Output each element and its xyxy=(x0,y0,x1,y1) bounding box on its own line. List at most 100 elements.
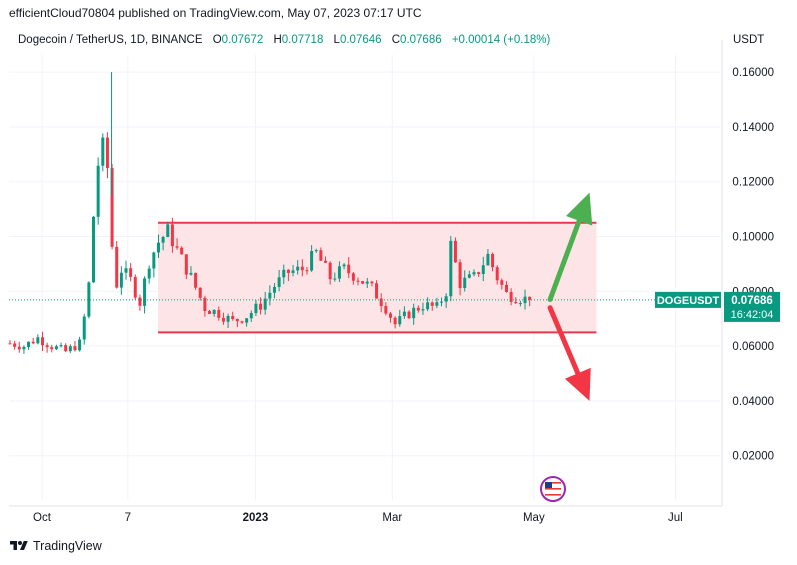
candle-body xyxy=(310,251,314,271)
candle-body xyxy=(161,237,165,243)
candle-body xyxy=(300,266,304,271)
candle-body xyxy=(64,345,68,352)
price-tick-label: 0.12000 xyxy=(732,177,774,189)
footer-brand-label: TradingView xyxy=(33,539,102,553)
candle-body xyxy=(324,260,328,263)
candle-body xyxy=(133,276,137,298)
candle-body xyxy=(203,297,207,312)
candle-body xyxy=(370,281,374,284)
currency-label[interactable]: USDT xyxy=(733,34,765,46)
time-tick-label: Jul xyxy=(668,512,683,524)
candle-body xyxy=(365,281,369,284)
low-value: 0.07646 xyxy=(339,34,382,46)
candle-body xyxy=(282,269,286,278)
candle-body xyxy=(82,316,86,340)
candle-body xyxy=(342,264,346,267)
candle-body xyxy=(87,282,91,317)
candle-body xyxy=(472,272,476,275)
candle-body xyxy=(40,337,44,346)
price-tag-price-bg xyxy=(724,291,780,322)
candle-body xyxy=(337,266,341,279)
candle-body xyxy=(314,250,318,252)
price-tick-label: 0.14000 xyxy=(732,122,774,134)
candle-body xyxy=(518,303,522,305)
candle-body xyxy=(467,274,471,278)
candle-body xyxy=(296,266,300,271)
candle-body xyxy=(458,262,462,288)
candle-body xyxy=(375,283,379,299)
symbol-legend: Dogecoin / TetherUS, 1D, BINANCE O0.0767… xyxy=(18,34,550,46)
candle-body xyxy=(194,272,198,288)
price-tick-label: 0.02000 xyxy=(732,451,774,463)
candle-body xyxy=(45,345,49,348)
candle-body xyxy=(156,242,160,253)
candle-body xyxy=(54,346,58,350)
candle-body xyxy=(180,247,184,255)
candle-body xyxy=(263,298,267,310)
chart-canvas[interactable]: 0.160000.140000.120000.100000.080000.060… xyxy=(0,27,797,532)
candle-body xyxy=(73,346,77,351)
candle-body xyxy=(379,298,383,307)
flag-stripe xyxy=(545,485,561,487)
candle-body xyxy=(444,296,448,302)
price-tag-symbol: DOGEUSDT xyxy=(657,295,720,307)
candle-body xyxy=(36,337,40,344)
candle-body xyxy=(138,297,142,306)
arrow-up-shaft xyxy=(547,218,582,303)
candle-body xyxy=(305,270,309,272)
candle-body xyxy=(198,287,202,298)
candle-body xyxy=(347,264,351,274)
flag-stripe xyxy=(545,491,561,493)
flag-stripe xyxy=(545,494,561,496)
candle-body xyxy=(17,346,21,350)
price-tag: DOGEUSDT 0.07686 16:42:04 xyxy=(655,291,780,322)
price-tick-label: 0.10000 xyxy=(732,232,774,244)
price-tick-label: 0.04000 xyxy=(732,396,774,408)
candle-body xyxy=(333,278,337,280)
candle-body xyxy=(435,302,439,306)
candle-body xyxy=(421,309,425,311)
candle-body xyxy=(226,315,230,322)
candle-body xyxy=(147,268,151,279)
high-value: 0.07718 xyxy=(281,34,324,46)
symbol-name: Dogecoin / TetherUS, 1D, BINANCE xyxy=(18,34,203,46)
candle-body xyxy=(212,309,216,314)
candle-body xyxy=(412,307,416,319)
candle-body xyxy=(259,303,263,310)
footer-brand[interactable]: TradingView xyxy=(9,539,102,553)
close-value: 0.07686 xyxy=(400,34,442,46)
price-axis[interactable]: 0.160000.140000.120000.100000.080000.060… xyxy=(721,40,774,506)
candle-body xyxy=(129,268,133,277)
candle-body xyxy=(268,292,272,299)
price-tag-price: 0.07686 xyxy=(731,295,773,307)
candle-body xyxy=(124,268,128,273)
range-box xyxy=(158,222,597,333)
candle-body xyxy=(388,313,392,318)
candle-body xyxy=(119,272,123,288)
flag-stripe xyxy=(545,482,561,484)
price-tick-label: 0.16000 xyxy=(732,67,774,79)
low-label: L xyxy=(333,34,340,46)
candle-body xyxy=(50,347,54,350)
candle-body xyxy=(481,265,485,274)
us-flag-icon[interactable] xyxy=(540,476,566,502)
candle-body xyxy=(96,165,100,217)
time-tick-label: 7 xyxy=(125,512,131,524)
candle-body xyxy=(277,277,281,287)
candle-body xyxy=(13,343,17,347)
candle-body xyxy=(235,318,239,322)
flag-canton xyxy=(545,482,552,488)
candle-body xyxy=(491,253,495,268)
time-axis[interactable]: Oct 7 2023 Mar May Jul xyxy=(9,505,722,524)
candle-body xyxy=(504,284,508,292)
flag-stripe xyxy=(545,488,561,490)
candle-body xyxy=(453,240,457,263)
candle-body xyxy=(500,280,504,285)
open-value: 0.07672 xyxy=(221,34,264,46)
arrow-up-head xyxy=(565,192,593,226)
candle-body xyxy=(101,137,105,166)
open-label: O xyxy=(212,34,222,46)
projection-arrows xyxy=(547,192,593,401)
arrow-down-shaft xyxy=(547,305,581,376)
change-value: +0.00014 (+0.18%) xyxy=(451,34,551,46)
